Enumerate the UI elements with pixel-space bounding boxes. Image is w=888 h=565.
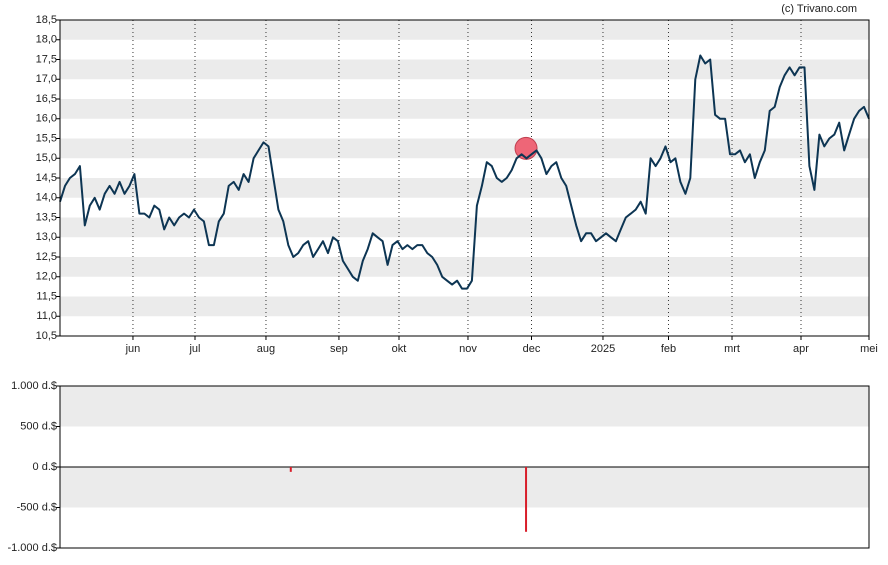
y-tick-label: 500 d.$ (20, 420, 57, 432)
y-tick-label: 15,0 (36, 152, 57, 164)
x-tick-label: mrt (724, 343, 740, 355)
x-tick-label: dec (523, 343, 541, 355)
band (60, 59, 869, 80)
y-tick-label: 18,0 (36, 34, 57, 46)
bar (289, 467, 292, 472)
y-tick-label: 12,0 (36, 271, 57, 283)
y-tick-label: 13,5 (36, 211, 57, 223)
x-tick-label: jul (188, 343, 200, 355)
y-tick-label: 17,5 (36, 53, 57, 65)
y-tick-label: 16,0 (36, 113, 57, 125)
band (60, 467, 869, 508)
price-line (59, 54, 870, 290)
y-tick-label: 1.000 d.$ (11, 380, 57, 392)
band (60, 296, 869, 317)
band (60, 99, 869, 119)
bar (525, 467, 528, 532)
y-tick-label: 11,5 (36, 290, 57, 302)
y-tick-label: -1.000 d.$ (7, 542, 57, 554)
x-tick-label: feb (661, 343, 676, 355)
x-tick-label: okt (392, 343, 407, 355)
x-tick-label: aug (257, 343, 275, 355)
x-tick-label: mei (860, 343, 878, 355)
x-tick-label: jun (125, 343, 141, 355)
band (60, 386, 869, 427)
band (60, 257, 869, 277)
y-tick-label: 16,5 (36, 93, 57, 105)
y-tick-label: 15,5 (36, 132, 57, 144)
y-tick-label: 11,0 (36, 310, 57, 322)
y-tick-label: 13,0 (36, 231, 57, 243)
y-tick-label: 0 d.$ (33, 461, 57, 473)
x-tick-label: nov (459, 343, 477, 355)
y-tick-label: 18,5 (36, 14, 57, 26)
x-tick-label: sep (330, 343, 348, 355)
band (60, 138, 869, 159)
y-tick-label: 17,0 (36, 73, 57, 85)
plot-frame (59, 19, 870, 337)
band (60, 217, 869, 238)
y-tick-label: -500 d.$ (17, 501, 57, 513)
band (60, 20, 869, 40)
y-tick-label: 10,5 (36, 330, 57, 342)
band (60, 178, 869, 198)
y-tick-label: 12,5 (36, 251, 57, 263)
x-tick-label: apr (793, 343, 809, 355)
y-tick-label: 14,0 (36, 192, 57, 204)
y-tick-label: 14,5 (36, 172, 57, 184)
x-tick-label: 2025 (591, 343, 615, 355)
source: (c) Trivano.com (781, 3, 857, 15)
plot-frame (59, 385, 870, 549)
